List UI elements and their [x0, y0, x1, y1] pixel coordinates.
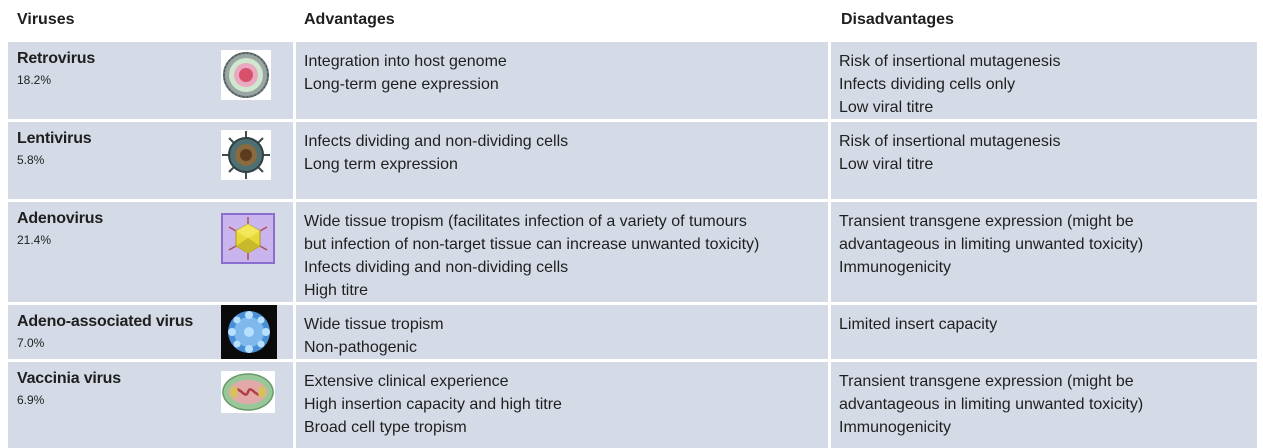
lentivirus-icon: [221, 130, 271, 180]
header-advantages: Advantages: [304, 11, 395, 28]
table-row: Lentivirus 5.8%: [8, 122, 1257, 199]
virus-percent: 18.2%: [17, 73, 52, 87]
aav-icon: [221, 305, 277, 359]
disadvantage-item: Transient transgene expression (might be: [839, 373, 1134, 390]
virus-name: Adeno-associated virus: [17, 313, 194, 330]
advantage-item: Long-term gene expression: [304, 76, 499, 93]
disadvantages-cell: Risk of insertional mutagenesis Infects …: [831, 42, 1257, 119]
disadvantage-item: Limited insert capacity: [839, 316, 998, 333]
disadvantages-list: Transient transgene expression (might be…: [839, 210, 1143, 279]
vaccinia-icon: [221, 371, 275, 413]
advantages-cell: Wide tissue tropism (facilitates infecti…: [296, 202, 828, 302]
advantages-cell: Infects dividing and non-dividing cells …: [296, 122, 828, 199]
advantage-item: Integration into host genome: [304, 53, 507, 70]
virus-cell: Vaccinia virus 6.9%: [8, 362, 293, 448]
disadvantages-list: Risk of insertional mutagenesis Infects …: [839, 50, 1060, 119]
header-viruses: Viruses: [17, 11, 75, 28]
advantages-cell: Extensive clinical experience High inser…: [296, 362, 828, 448]
virus-cell: Lentivirus 5.8%: [8, 122, 293, 199]
advantage-item: Infects dividing and non-dividing cells: [304, 133, 569, 150]
advantages-cell: Wide tissue tropism Non-pathogenic: [296, 305, 828, 359]
advantage-item: High titre: [304, 282, 369, 299]
disadvantage-item: Low viral titre: [839, 156, 934, 173]
advantage-item: Long term expression: [304, 156, 458, 173]
disadvantages-cell: Transient transgene expression (might be…: [831, 202, 1257, 302]
disadvantage-item: advantageous in limiting unwanted toxici…: [839, 396, 1144, 413]
disadvantages-cell: Transient transgene expression (might be…: [831, 362, 1257, 448]
advantages-cell: Integration into host genome Long-term g…: [296, 42, 828, 119]
virus-percent: 6.9%: [17, 393, 45, 407]
disadvantages-list: Risk of insertional mutagenesis Low vira…: [839, 130, 1060, 176]
disadvantages-cell: Risk of insertional mutagenesis Low vira…: [831, 122, 1257, 199]
advantages-list: Extensive clinical experience High inser…: [304, 370, 562, 439]
disadvantage-item: Risk of insertional mutagenesis: [839, 133, 1061, 150]
adenovirus-icon: [221, 213, 275, 264]
table-header: Viruses Advantages Disadvantages: [0, 0, 1263, 42]
advantages-list: Integration into host genome Long-term g…: [304, 50, 507, 96]
virus-name: Adenovirus: [17, 210, 104, 227]
table-row: Adeno-associated virus 7.0%: [8, 305, 1257, 359]
table-row: Vaccinia virus 6.9% Extensive clinical e…: [8, 362, 1257, 448]
advantage-item: Non-pathogenic: [304, 339, 417, 356]
disadvantage-item: Risk of insertional mutagenesis: [839, 53, 1061, 70]
disadvantage-item: Transient transgene expression (might be: [839, 213, 1134, 230]
disadvantage-item: Low viral titre: [839, 99, 934, 116]
virus-cell: Adeno-associated virus 7.0%: [8, 305, 293, 359]
virus-cell: Retrovirus 18.2%: [8, 42, 293, 119]
header-disadvantages: Disadvantages: [841, 11, 954, 28]
virus-cell: Adenovirus 21.4%: [8, 202, 293, 302]
table-row: Retrovirus 18.2% Integration into host g…: [8, 42, 1257, 119]
advantages-list: Infects dividing and non-dividing cells …: [304, 130, 568, 176]
table-row: Adenovirus 21.4% Wide tissu: [8, 202, 1257, 302]
advantage-item: Infects dividing and non-dividing cells: [304, 259, 569, 276]
virus-percent: 21.4%: [17, 233, 52, 247]
disadvantages-cell: Limited insert capacity: [831, 305, 1257, 359]
virus-name: Lentivirus: [17, 130, 92, 147]
disadvantage-item: advantageous in limiting unwanted toxici…: [839, 236, 1144, 253]
virus-name: Vaccinia virus: [17, 370, 121, 387]
advantages-list: Wide tissue tropism (facilitates infecti…: [304, 210, 759, 302]
retrovirus-icon: [221, 50, 271, 100]
disadvantage-item: Infects dividing cells only: [839, 76, 1016, 93]
advantage-item: Wide tissue tropism: [304, 316, 444, 333]
advantage-item: Wide tissue tropism (facilitates infecti…: [304, 213, 747, 230]
disadvantage-item: Immunogenicity: [839, 419, 952, 436]
virus-percent: 7.0%: [17, 336, 45, 350]
disadvantage-item: Immunogenicity: [839, 259, 952, 276]
advantage-item: Extensive clinical experience: [304, 373, 509, 390]
disadvantages-list: Limited insert capacity: [839, 313, 997, 336]
virus-name: Retrovirus: [17, 50, 96, 67]
virus-percent: 5.8%: [17, 153, 45, 167]
advantage-item: Broad cell type tropism: [304, 419, 467, 436]
disadvantages-list: Transient transgene expression (might be…: [839, 370, 1143, 439]
advantage-item: High insertion capacity and high titre: [304, 396, 562, 413]
advantage-item: but infection of non-target tissue can i…: [304, 236, 760, 253]
advantages-list: Wide tissue tropism Non-pathogenic: [304, 313, 444, 359]
